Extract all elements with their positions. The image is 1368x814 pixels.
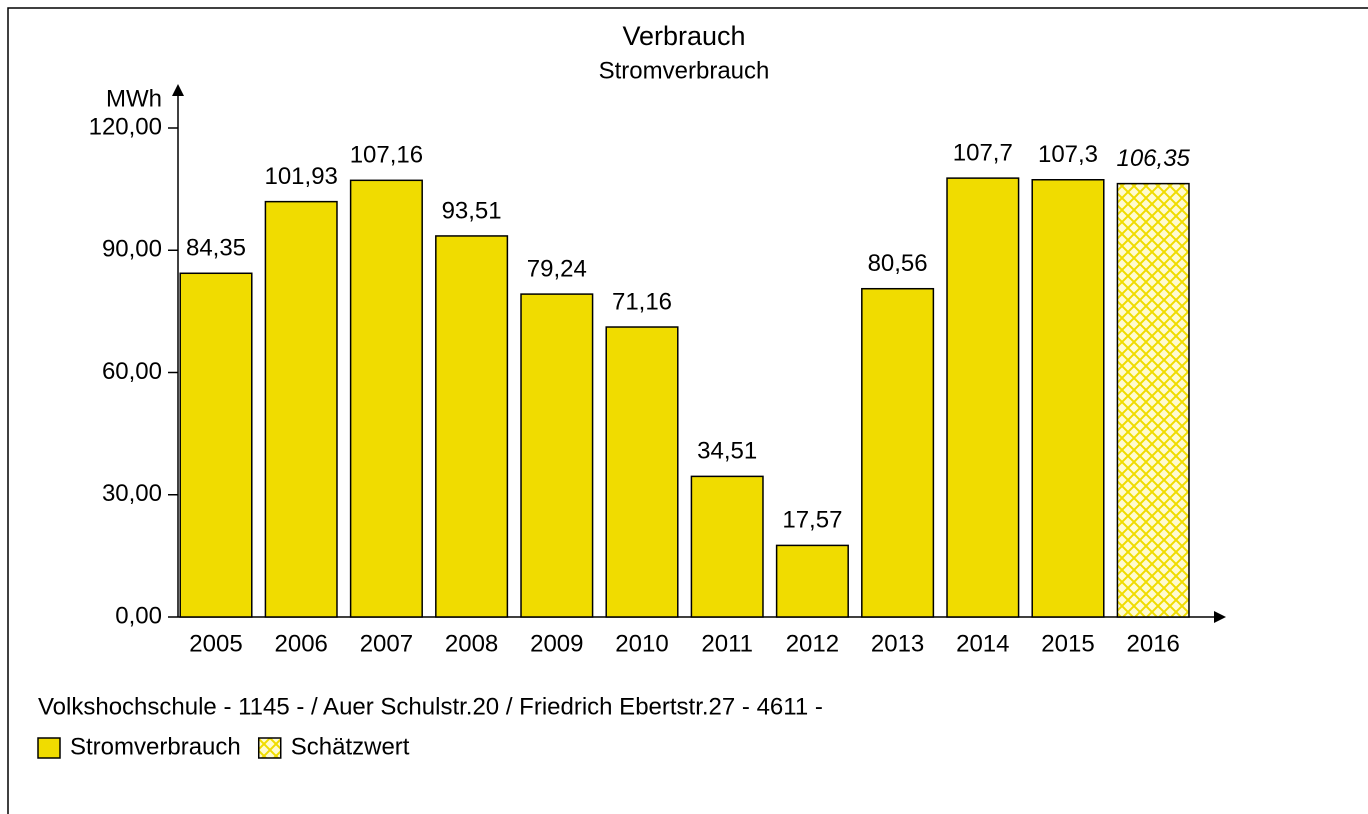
value-label: 93,51 <box>442 197 502 224</box>
frame <box>7 7 1368 814</box>
value-label: 107,7 <box>953 139 1013 166</box>
bar <box>690 475 764 618</box>
bar <box>1116 182 1190 618</box>
bar <box>435 235 509 618</box>
bar <box>775 544 849 618</box>
y-tick-label: 90,00 <box>102 236 162 263</box>
footer: Volkshochschule - 1145 - / Auer Schulstr… <box>38 693 823 720</box>
bar <box>520 293 594 618</box>
x-tick-label: 2009 <box>530 630 583 657</box>
y-tick-label: 30,00 <box>102 480 162 507</box>
x-tick-label: 2016 <box>1127 630 1180 657</box>
value-label: 71,16 <box>612 288 672 315</box>
y-tick-label: 0,00 <box>115 602 162 629</box>
y-axis-arrow <box>172 84 184 96</box>
bar <box>1031 179 1105 618</box>
x-tick-label: 2013 <box>871 630 924 657</box>
x-tick-label: 2015 <box>1041 630 1094 657</box>
legend-swatch <box>257 737 282 759</box>
bar <box>179 272 253 618</box>
x-tick-label: 2012 <box>786 630 839 657</box>
value-label: 34,51 <box>697 438 757 465</box>
value-label: 107,3 <box>1038 141 1098 168</box>
value-label: 17,57 <box>782 507 842 534</box>
bar <box>264 200 338 618</box>
bar <box>861 287 935 618</box>
y-tick-label: 120,00 <box>89 113 162 140</box>
value-label: 107,16 <box>350 142 423 169</box>
x-tick-label: 2010 <box>615 630 668 657</box>
bar <box>946 177 1020 618</box>
bar <box>605 326 679 618</box>
legend-label: Stromverbrauch <box>70 733 241 760</box>
legend-swatch <box>37 737 61 759</box>
x-axis-arrow <box>1214 611 1226 623</box>
x-tick-label: 2007 <box>360 630 413 657</box>
chart-title: Verbrauch <box>622 21 745 51</box>
legend-label: Schätzwert <box>291 733 410 760</box>
value-label: 101,93 <box>264 163 337 190</box>
x-tick-label: 2014 <box>956 630 1009 657</box>
x-tick-label: 2011 <box>701 630 753 657</box>
value-label: 79,24 <box>527 255 587 282</box>
value-label: 106,35 <box>1116 145 1190 172</box>
value-label: 80,56 <box>868 250 928 277</box>
chart-subtitle: Stromverbrauch <box>599 57 770 84</box>
x-tick-label: 2008 <box>445 630 498 657</box>
y-tick-label: 60,00 <box>102 358 162 385</box>
x-tick-label: 2006 <box>275 630 328 657</box>
value-label: 84,35 <box>186 235 246 262</box>
y-axis-label: MWh <box>106 85 162 112</box>
bar <box>349 179 423 618</box>
x-tick-label: 2005 <box>189 630 242 657</box>
